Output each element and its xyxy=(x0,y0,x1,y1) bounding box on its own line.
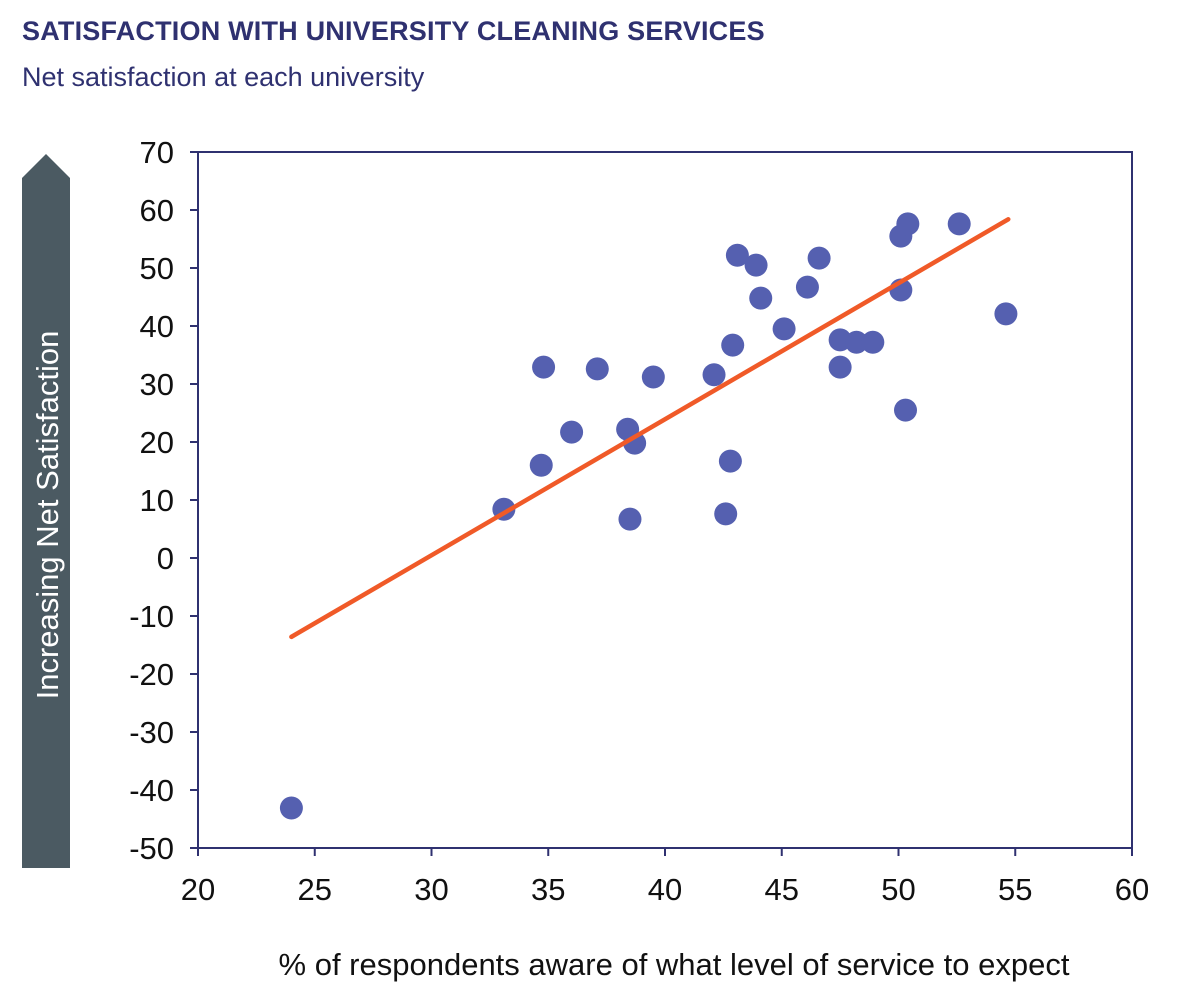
y-tick-label: 30 xyxy=(140,367,174,402)
data-point xyxy=(795,275,819,299)
y-tick-label: -40 xyxy=(129,773,174,808)
data-point xyxy=(896,212,920,236)
data-point xyxy=(585,357,609,381)
x-tick-label: 30 xyxy=(414,872,448,907)
x-tick-label: 20 xyxy=(181,872,215,907)
data-point xyxy=(894,398,918,422)
y-tick-label: 10 xyxy=(140,483,174,518)
data-point xyxy=(828,355,852,379)
data-point xyxy=(560,420,584,444)
ylabel-arrow xyxy=(22,154,70,868)
y-tick-label: -20 xyxy=(129,657,174,692)
data-point xyxy=(861,330,885,354)
y-tick-label: 40 xyxy=(140,309,174,344)
x-axis-label: % of respondents aware of what level of … xyxy=(279,947,1070,982)
y-tick-label: -10 xyxy=(129,599,174,634)
y-tick-label: 0 xyxy=(157,541,174,576)
data-point xyxy=(749,286,773,310)
y-tick-label: -50 xyxy=(129,831,174,866)
x-tick-label: 35 xyxy=(531,872,565,907)
trendline xyxy=(289,217,1011,640)
x-tick-label: 60 xyxy=(1115,872,1149,907)
y-tick-label: 50 xyxy=(140,251,174,286)
data-point xyxy=(529,453,553,477)
chart-title: SATISFACTION WITH UNIVERSITY CLEANING SE… xyxy=(22,16,765,46)
data-point xyxy=(947,212,971,236)
data-point xyxy=(623,431,647,455)
chart-subtitle: Net satisfaction at each university xyxy=(22,62,425,92)
data-point xyxy=(618,507,642,531)
data-point xyxy=(721,333,745,357)
y-tick-label: 20 xyxy=(140,425,174,460)
data-point xyxy=(714,502,738,526)
data-point xyxy=(994,302,1018,326)
data-point xyxy=(279,796,303,820)
y-tick-label: 60 xyxy=(140,193,174,228)
data-point xyxy=(702,363,726,387)
data-point xyxy=(744,253,768,277)
data-point xyxy=(772,317,796,341)
x-tick-label: 25 xyxy=(298,872,332,907)
data-point xyxy=(641,365,665,389)
data-point xyxy=(532,355,556,379)
y-tick-label: -30 xyxy=(129,715,174,750)
x-tick-label: 45 xyxy=(765,872,799,907)
data-point xyxy=(718,449,742,473)
plot-area xyxy=(197,151,1133,849)
x-tick-label: 55 xyxy=(998,872,1032,907)
x-tick-label: 40 xyxy=(648,872,682,907)
data-point xyxy=(844,330,868,354)
y-axis-label: Increasing Net Satisfaction xyxy=(30,331,65,700)
y-tick-label: 70 xyxy=(140,135,174,170)
data-point xyxy=(725,243,749,267)
x-tick-label: 50 xyxy=(881,872,915,907)
data-point xyxy=(807,246,831,270)
